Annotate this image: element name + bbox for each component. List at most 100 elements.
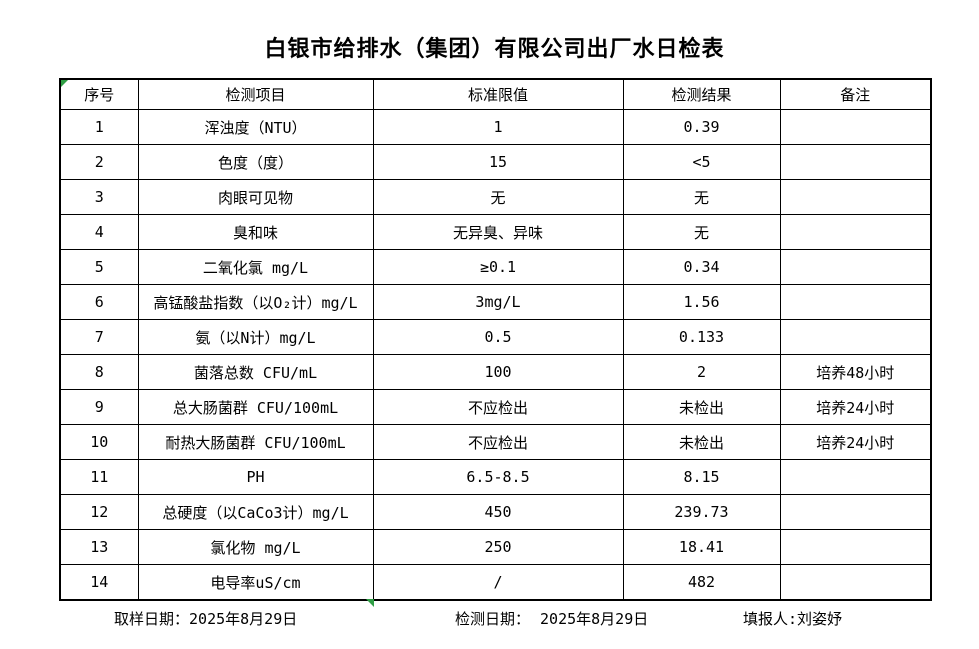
testing-date: 检测日期： 2025年8月29日 (455, 608, 648, 629)
cell-note (779, 249, 932, 285)
cell-note (779, 144, 932, 180)
cell-item: 电导率uS/cm (137, 564, 374, 601)
cell-item: 臭和味 (137, 214, 374, 250)
cell-note (779, 459, 932, 495)
cell-note (779, 529, 932, 565)
page-title: 白银市给排水（集团）有限公司出厂水日检表 (264, 37, 725, 62)
testing-date-value: 2025年8月29日 (540, 610, 649, 628)
col-header-limit-label: 标准限值 (467, 86, 528, 104)
cell-result: 8.15 (622, 459, 781, 495)
cell-no: 13 (59, 529, 139, 565)
cell-result: 2 (622, 354, 781, 390)
cell-no: 7 (59, 319, 139, 355)
col-header-no: 序号 (59, 78, 139, 110)
table-row: 10 耐热大肠菌群 CFU/100mL 不应检出 未检出 培养24小时 (59, 424, 932, 460)
inspection-table: 序号 检测项目 标准限值 检测结果 备注 1 浑浊度（NTU） 1 0.39 2… (59, 78, 932, 601)
cell-note (779, 179, 932, 215)
cell-no: 2 (59, 144, 139, 180)
cell-item: 菌落总数 CFU/mL (137, 354, 374, 390)
cell-item: 高锰酸盐指数（以O₂计）mg/L (137, 284, 374, 320)
table-row: 14 电导率uS/cm / 482 (59, 564, 932, 601)
cell-result: 18.41 (622, 529, 781, 565)
cell-result: 1.56 (622, 284, 781, 320)
col-header-note-label: 备注 (840, 86, 871, 104)
cell-note: 培养24小时 (779, 424, 932, 460)
col-header-limit: 标准限值 (372, 78, 624, 110)
cell-result: 0.39 (622, 109, 781, 145)
cell-result: 0.133 (622, 319, 781, 355)
cell-result: 无 (622, 214, 781, 250)
cell-no: 8 (59, 354, 139, 390)
cell-limit: 1 (372, 109, 624, 145)
cell-result: 239.73 (622, 494, 781, 530)
header-row: 序号 检测项目 标准限值 检测结果 备注 (59, 78, 932, 110)
cell-note (779, 214, 932, 250)
col-header-result-label: 检测结果 (671, 86, 732, 104)
cell-limit: 6.5-8.5 (372, 459, 624, 495)
sampling-date: 取样日期：2025年8月29日 (114, 608, 297, 629)
cell-note (779, 284, 932, 320)
cell-limit: 不应检出 (372, 389, 624, 425)
cell-item: 氯化物 mg/L (137, 529, 374, 565)
cell-no: 5 (59, 249, 139, 285)
reporter: 填报人:刘姿妤 (743, 608, 842, 629)
table-row: 1 浑浊度（NTU） 1 0.39 (59, 109, 932, 145)
testing-date-label: 检测日期： (455, 610, 531, 628)
cell-no: 10 (59, 424, 139, 460)
cell-note (779, 109, 932, 145)
cell-item: 氨（以N计）mg/L (137, 319, 374, 355)
cell-result: 未检出 (622, 424, 781, 460)
excel-corner-marker-icon (61, 80, 68, 87)
table-row: 6 高锰酸盐指数（以O₂计）mg/L 3mg/L 1.56 (59, 284, 932, 320)
cell-limit: 100 (372, 354, 624, 390)
cell-item: 肉眼可见物 (137, 179, 374, 215)
cell-limit: 无 (372, 179, 624, 215)
table-row: 8 菌落总数 CFU/mL 100 2 培养48小时 (59, 354, 932, 390)
sampling-date-value: 2025年8月29日 (189, 610, 298, 628)
cell-item: PH (137, 459, 374, 495)
cell-no: 14 (59, 564, 139, 601)
cell-note (779, 319, 932, 355)
col-header-no-label: 序号 (84, 86, 115, 104)
cell-item: 二氧化氯 mg/L (137, 249, 374, 285)
table-row: 9 总大肠菌群 CFU/100mL 不应检出 未检出 培养24小时 (59, 389, 932, 425)
col-header-result: 检测结果 (622, 78, 781, 110)
cell-result: 482 (622, 564, 781, 601)
cell-limit: / (372, 564, 624, 601)
cell-item: 总大肠菌群 CFU/100mL (137, 389, 374, 425)
table-row: 5 二氧化氯 mg/L ≥0.1 0.34 (59, 249, 932, 285)
cell-item: 色度（度） (137, 144, 374, 180)
cell-result: <5 (622, 144, 781, 180)
cell-note (779, 564, 932, 601)
sampling-date-label: 取样日期： (114, 610, 190, 628)
cell-item: 浑浊度（NTU） (137, 109, 374, 145)
table-row: 7 氨（以N计）mg/L 0.5 0.133 (59, 319, 932, 355)
col-header-note: 备注 (779, 78, 932, 110)
table-row: 2 色度（度） 15 <5 (59, 144, 932, 180)
cell-limit: 无异臭、异味 (372, 214, 624, 250)
table-row: 13 氯化物 mg/L 250 18.41 (59, 529, 932, 565)
reporter-label: 填报人: (743, 610, 798, 628)
table-row: 4 臭和味 无异臭、异味 无 (59, 214, 932, 250)
table-row: 11 PH 6.5-8.5 8.15 (59, 459, 932, 495)
table-row: 12 总硬度（以CaCo3计）mg/L 450 239.73 (59, 494, 932, 530)
cell-no: 1 (59, 109, 139, 145)
cell-item: 总硬度（以CaCo3计）mg/L (137, 494, 374, 530)
cell-limit: 15 (372, 144, 624, 180)
cell-no: 3 (59, 179, 139, 215)
cell-limit: ≥0.1 (372, 249, 624, 285)
cell-no: 12 (59, 494, 139, 530)
reporter-value: 刘姿妤 (797, 610, 843, 628)
cell-limit: 450 (372, 494, 624, 530)
col-header-item-label: 检测项目 (225, 86, 286, 104)
cell-no: 11 (59, 459, 139, 495)
cell-limit: 0.5 (372, 319, 624, 355)
cell-item: 耐热大肠菌群 CFU/100mL (137, 424, 374, 460)
cell-no: 4 (59, 214, 139, 250)
cell-limit: 不应检出 (372, 424, 624, 460)
col-header-item: 检测项目 (137, 78, 374, 110)
excel-bottom-marker-icon (366, 599, 374, 607)
cell-limit: 3mg/L (372, 284, 624, 320)
table-row: 3 肉眼可见物 无 无 (59, 179, 932, 215)
